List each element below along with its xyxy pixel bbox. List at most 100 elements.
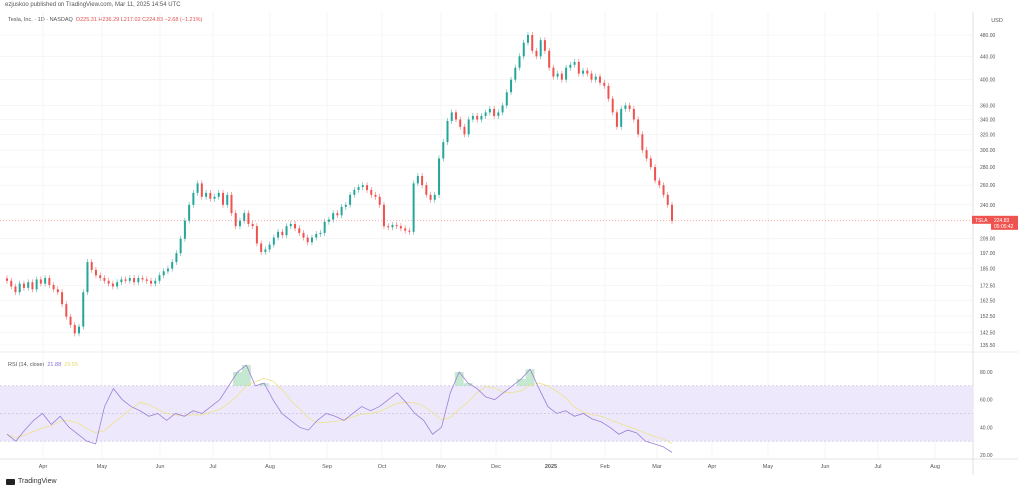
candle-down bbox=[255, 226, 258, 244]
candle-up bbox=[569, 64, 572, 68]
candle-down bbox=[637, 119, 640, 135]
candle-up bbox=[319, 232, 322, 235]
candle-down bbox=[607, 85, 610, 99]
candle-up bbox=[35, 279, 38, 290]
candle-down bbox=[378, 196, 381, 205]
candle-up bbox=[620, 108, 623, 127]
candle-up bbox=[243, 213, 246, 221]
candle-down bbox=[615, 112, 618, 127]
candle-down bbox=[90, 262, 93, 270]
y-tick-label: 340.00 bbox=[980, 117, 996, 123]
candle-up bbox=[162, 271, 165, 276]
candle-up bbox=[480, 115, 483, 120]
candle-down bbox=[429, 194, 432, 200]
candle-down bbox=[251, 223, 254, 227]
rsi-overbought-fill bbox=[259, 383, 269, 386]
candle-up bbox=[522, 42, 525, 57]
candle-down bbox=[99, 275, 102, 279]
candle-down bbox=[294, 223, 297, 229]
candle-down bbox=[654, 167, 657, 181]
candle-up bbox=[349, 194, 352, 205]
candle-up bbox=[188, 204, 191, 221]
candle-down bbox=[552, 67, 555, 77]
candle-down bbox=[230, 194, 233, 214]
candle-up bbox=[539, 40, 542, 57]
candle-up bbox=[438, 158, 441, 195]
candle-down bbox=[69, 316, 72, 325]
candle-down bbox=[298, 228, 301, 233]
rsi-tick-label: 20.00 bbox=[980, 453, 993, 459]
y-tick-label: 280.00 bbox=[980, 165, 996, 171]
x-tick-label: Jul bbox=[209, 464, 216, 470]
candle-up bbox=[264, 249, 267, 252]
candle-up bbox=[416, 175, 419, 184]
candle-up bbox=[442, 142, 445, 159]
x-tick-label: Nov bbox=[436, 464, 446, 470]
candle-down bbox=[649, 158, 652, 168]
candle-down bbox=[531, 35, 534, 51]
candle-up bbox=[361, 185, 364, 188]
candle-down bbox=[425, 185, 428, 195]
y-tick-label: 240.00 bbox=[980, 203, 996, 209]
rsi-ma-line bbox=[6, 377, 673, 444]
candle-down bbox=[39, 279, 42, 284]
candle-down bbox=[463, 126, 466, 135]
candle-down bbox=[658, 180, 661, 186]
candle-down bbox=[133, 278, 136, 283]
y-tick-label: 360.00 bbox=[980, 103, 996, 109]
candle-up bbox=[116, 282, 119, 287]
candle-up bbox=[158, 275, 161, 281]
candle-down bbox=[10, 280, 13, 287]
y-tick-label: 135.50 bbox=[980, 343, 996, 349]
candle-up bbox=[183, 220, 186, 239]
candle-down bbox=[590, 73, 593, 80]
candle-up bbox=[315, 234, 318, 238]
rsi-band bbox=[0, 385, 973, 442]
candle-down bbox=[200, 183, 203, 197]
candle-down bbox=[94, 269, 97, 276]
y-tick-label: 172.50 bbox=[980, 284, 996, 290]
x-tick-label: Aug bbox=[265, 464, 275, 470]
candle-down bbox=[662, 185, 665, 195]
candle-down bbox=[52, 285, 55, 290]
y-tick-label: 320.00 bbox=[980, 132, 996, 138]
candle-up bbox=[238, 220, 241, 227]
candle-down bbox=[22, 283, 25, 288]
candle-down bbox=[454, 112, 457, 120]
rsi-overbought-fill bbox=[463, 383, 473, 386]
candle-up bbox=[213, 196, 216, 199]
rsi-tick-label: 80.00 bbox=[980, 370, 993, 376]
candle-down bbox=[141, 278, 144, 280]
candle-down bbox=[645, 150, 648, 159]
rsi-tick-label: 60.00 bbox=[980, 398, 993, 404]
candle-up bbox=[44, 278, 47, 284]
candle-up bbox=[154, 280, 157, 284]
candle-up bbox=[518, 56, 521, 68]
candle-up bbox=[505, 92, 508, 106]
candle-down bbox=[150, 280, 153, 284]
y-tick-label: 185.00 bbox=[980, 267, 996, 273]
rsi-ma-value: 29.55 bbox=[64, 362, 78, 368]
candle-up bbox=[86, 262, 89, 293]
candle-down bbox=[598, 76, 601, 83]
candle-down bbox=[260, 243, 263, 252]
candle-up bbox=[18, 283, 21, 293]
candle-down bbox=[336, 213, 339, 216]
x-tick-label: Oct bbox=[378, 464, 387, 470]
candle-up bbox=[217, 192, 220, 197]
logo-text: TradingView bbox=[18, 478, 57, 485]
candle-down bbox=[586, 70, 589, 74]
candle-up bbox=[166, 268, 169, 272]
candle-up bbox=[450, 112, 453, 121]
candle-down bbox=[306, 237, 309, 243]
candle-up bbox=[391, 225, 394, 228]
candle-down bbox=[395, 225, 398, 227]
currency-label: USD bbox=[991, 18, 1003, 24]
candle-up bbox=[510, 79, 513, 93]
y-tick-label: 152.50 bbox=[980, 314, 996, 320]
symbol-name: Tesla, Inc. · 1D · NASDAQ bbox=[8, 17, 73, 23]
candle-up bbox=[272, 237, 275, 245]
candle-up bbox=[285, 226, 288, 236]
candle-up bbox=[268, 244, 271, 250]
